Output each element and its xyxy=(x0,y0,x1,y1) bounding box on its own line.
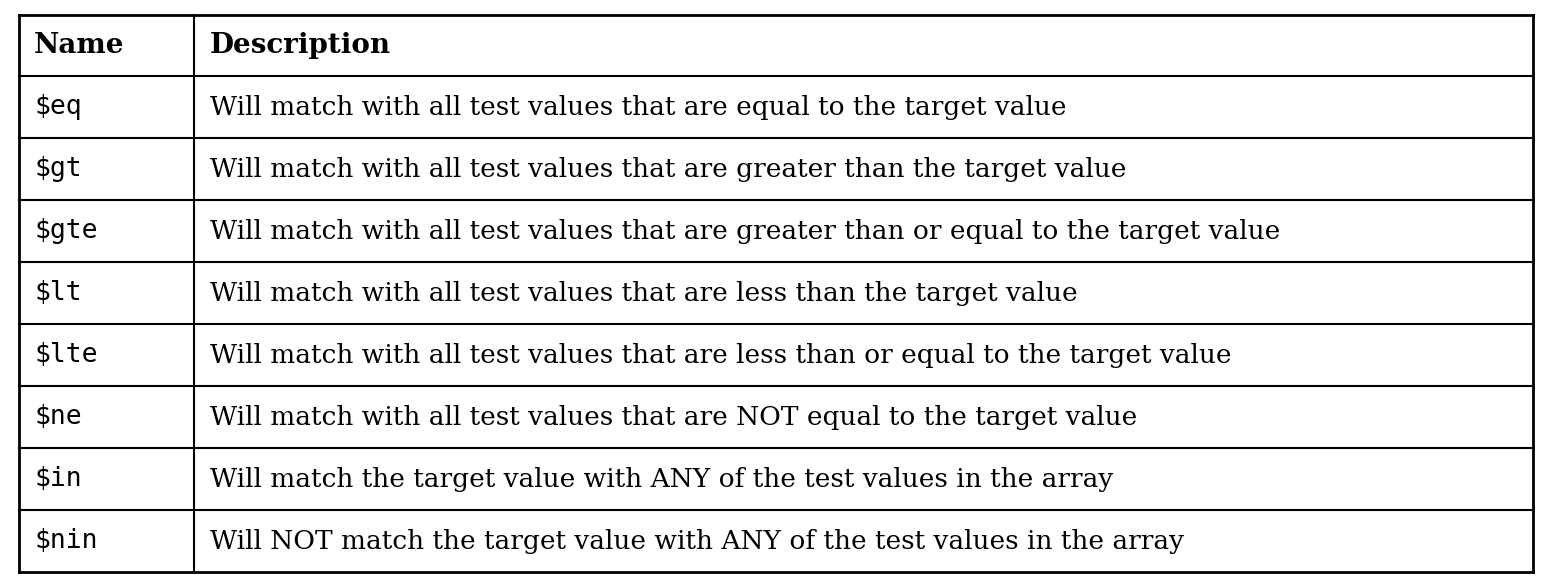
Text: Will match with all test values that are greater than or equal to the target val: Will match with all test values that are… xyxy=(210,219,1280,244)
Text: Name: Name xyxy=(34,32,124,59)
Text: Description: Description xyxy=(210,32,391,59)
Text: Will match with all test values that are less than or equal to the target value: Will match with all test values that are… xyxy=(210,343,1231,368)
Text: Will match the target value with ANY of the test values in the array: Will match the target value with ANY of … xyxy=(210,467,1113,492)
Text: $gt: $gt xyxy=(34,156,82,182)
Text: $lte: $lte xyxy=(34,342,98,368)
Text: $gte: $gte xyxy=(34,218,98,245)
Text: Will NOT match the target value with ANY of the test values in the array: Will NOT match the target value with ANY… xyxy=(210,529,1184,554)
Text: Will match with all test values that are NOT equal to the target value: Will match with all test values that are… xyxy=(210,405,1138,430)
Text: Will match with all test values that are less than the target value: Will match with all test values that are… xyxy=(210,281,1077,306)
Text: Will match with all test values that are equal to the target value: Will match with all test values that are… xyxy=(210,95,1066,120)
Text: Will match with all test values that are greater than the target value: Will match with all test values that are… xyxy=(210,157,1127,182)
Text: $eq: $eq xyxy=(34,95,82,120)
Text: $nin: $nin xyxy=(34,528,98,554)
Text: $in: $in xyxy=(34,467,82,492)
Text: $ne: $ne xyxy=(34,404,82,431)
Text: $lt: $lt xyxy=(34,281,82,306)
